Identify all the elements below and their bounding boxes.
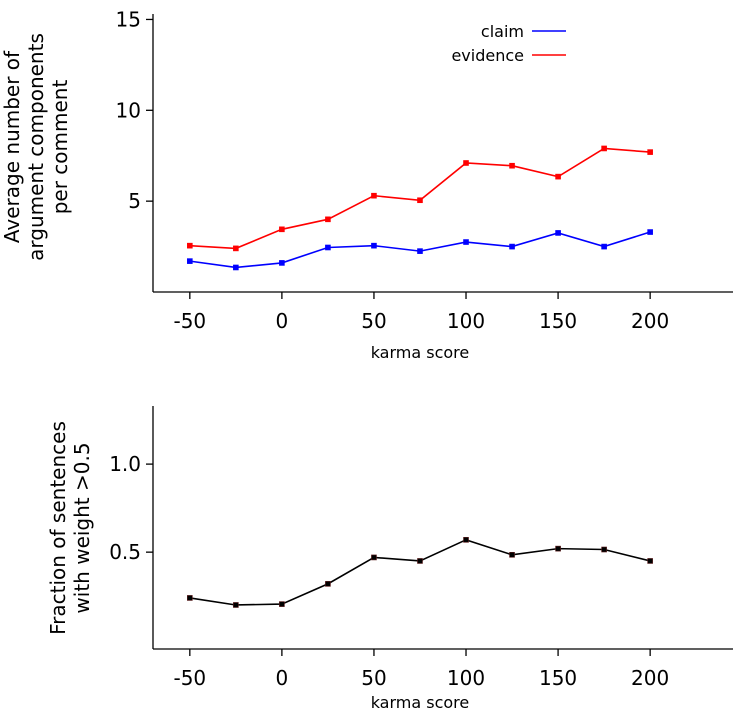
y-axis-label: Fraction of sentences with weight >0.5 (46, 421, 94, 635)
data-point (601, 145, 607, 152)
data-point (279, 601, 285, 607)
data-point (371, 192, 377, 199)
x-tick-label: 0 (276, 666, 289, 690)
data-point (187, 595, 193, 601)
x-axis-label: karma score (371, 343, 470, 362)
y-tick-label: 10 (116, 98, 141, 122)
y-axis-label-line: Fraction of sentences (46, 421, 70, 635)
data-point (509, 162, 515, 169)
x-tick-label: 100 (447, 666, 485, 690)
legend: claim evidence (451, 22, 566, 65)
data-point (187, 258, 193, 264)
y-tick-label: 5 (128, 189, 141, 213)
series-line (189, 538, 651, 606)
series-claim (187, 229, 653, 271)
y-axis-label-line: argument components (24, 33, 48, 261)
x-tick-label: 50 (361, 309, 386, 333)
y-tick-label: 1.0 (109, 452, 141, 476)
x-tick-label: 50 (361, 666, 386, 690)
data-point (233, 264, 239, 271)
data-point (233, 602, 239, 608)
data-point (601, 546, 607, 553)
series-evidence (187, 145, 653, 252)
legend-label: claim (481, 22, 524, 41)
data-point (417, 197, 423, 204)
y-axis-label-line: with weight >0.5 (70, 442, 94, 613)
data-point (555, 545, 561, 552)
data-point (647, 149, 653, 155)
y-axis-label: Average number of argument components per … (0, 33, 72, 261)
data-point (463, 239, 469, 245)
x-tick-label: 150 (539, 309, 577, 333)
x-axis-label: karma score (371, 693, 470, 712)
x-tick-label: 150 (539, 666, 577, 690)
x-tick-label: 200 (631, 666, 669, 690)
data-point (647, 558, 653, 564)
data-point (187, 242, 193, 249)
data-point (371, 242, 377, 249)
data-point (647, 229, 653, 235)
data-point (509, 551, 515, 558)
data-point (325, 244, 331, 251)
x-tick-label: 0 (276, 309, 289, 333)
x-tick-label: -50 (173, 309, 206, 333)
data-point (371, 554, 377, 561)
data-point (279, 226, 285, 233)
data-point (279, 260, 285, 266)
data-point (325, 581, 331, 587)
data-point (417, 558, 423, 564)
legend-label: evidence (451, 46, 524, 65)
y-axis-label-line: per comment (48, 80, 72, 215)
chart-panel-1: -50 0 50 100 150 200 5 10 15 karma score Average n… (0, 7, 733, 362)
y-tick-label: 15 (116, 7, 141, 31)
data-point (555, 230, 561, 236)
x-tick-label: -50 (173, 666, 206, 690)
y-axis-label-line: Average number of (0, 50, 24, 243)
data-point (555, 173, 561, 180)
series-line-1 (187, 537, 653, 608)
data-point (463, 537, 469, 543)
x-tick-label: 100 (447, 309, 485, 333)
data-point (601, 243, 607, 250)
data-point (417, 248, 423, 254)
data-point (509, 243, 515, 250)
data-point (233, 245, 239, 252)
data-point (325, 216, 331, 223)
y-tick-label: 0.5 (109, 540, 141, 564)
chart-panel-2: -50 0 50 100 150 200 0.5 1.0 karma score Fraction… (46, 406, 733, 712)
data-point (463, 160, 469, 166)
x-tick-label: 200 (631, 309, 669, 333)
